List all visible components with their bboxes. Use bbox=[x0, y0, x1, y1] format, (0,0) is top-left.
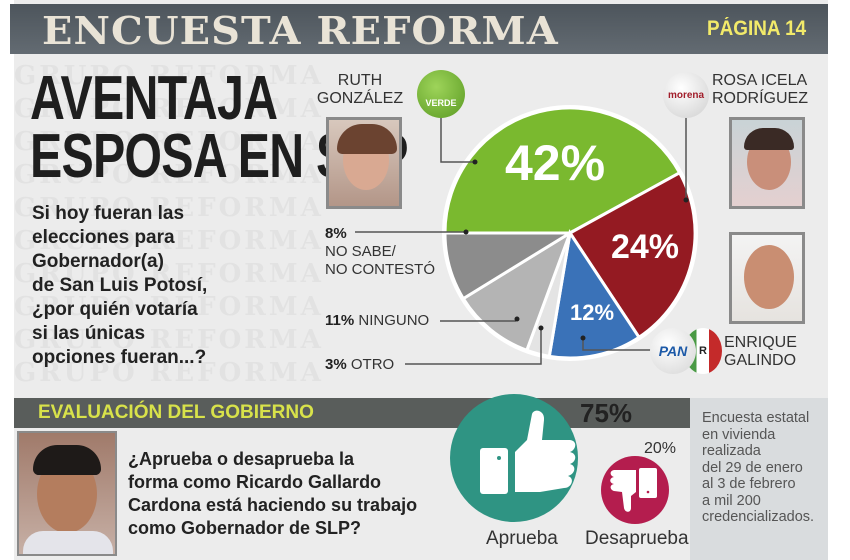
approve-label: Aprueba bbox=[486, 528, 558, 549]
pct-verde: 42% bbox=[505, 135, 605, 191]
approve-percentage: 75% bbox=[580, 398, 633, 428]
label-ninguno: 11% NINGUNO bbox=[325, 312, 430, 329]
pan-party-logo: PAN bbox=[650, 328, 696, 374]
methodology-note: Encuesta estatal en vivienda realizada d… bbox=[690, 398, 828, 560]
candidate-name-ruth: RUTH GONZÁLEZ bbox=[316, 72, 404, 107]
candidate-name-rosa: ROSA ICELA RODRÍGUEZ bbox=[712, 72, 808, 107]
candidate-name-enrique: ENRIQUE GALINDO bbox=[724, 334, 797, 369]
evaluation-title: EVALUACIÓN DEL GOBIERNO bbox=[38, 402, 314, 423]
pie-slice-morena bbox=[567, 170, 697, 340]
photo-rosa-icela bbox=[729, 117, 805, 209]
pie-slice-verde bbox=[443, 106, 682, 235]
disapprove-label: Desaprueba bbox=[585, 528, 689, 549]
photo-ruth-gonzalez bbox=[326, 117, 402, 209]
pct-pan-pri: 12% bbox=[570, 300, 614, 325]
photo-enrique-galindo bbox=[729, 232, 805, 324]
verde-party-logo: VERDE bbox=[417, 70, 465, 118]
pie-slice-no-sabe bbox=[443, 231, 576, 301]
survey-question: Si hoy fueran las elecciones para Gobern… bbox=[32, 203, 208, 368]
pie-slice-pan-pri bbox=[547, 228, 642, 360]
photo-ricardo-gallardo bbox=[17, 431, 117, 556]
disapprove-percentage: 20% bbox=[644, 440, 677, 457]
morena-party-logo: morena bbox=[663, 72, 709, 118]
header-bar: ENCUESTA REFORMA PÁGINA 14 bbox=[10, 4, 828, 54]
pct-morena: 24% bbox=[611, 228, 679, 266]
header-title: ENCUESTA REFORMA bbox=[42, 8, 559, 53]
page-number: PÁGINA 14 bbox=[706, 17, 806, 40]
label-otro: 3% OTRO bbox=[325, 356, 395, 373]
evaluation-header-bar bbox=[14, 398, 690, 428]
label-no-sabe: 8% NO SABE/ NO CONTESTÓ bbox=[325, 225, 436, 278]
evaluation-question: ¿Aprueba o desaprueba la forma como Rica… bbox=[128, 449, 418, 538]
